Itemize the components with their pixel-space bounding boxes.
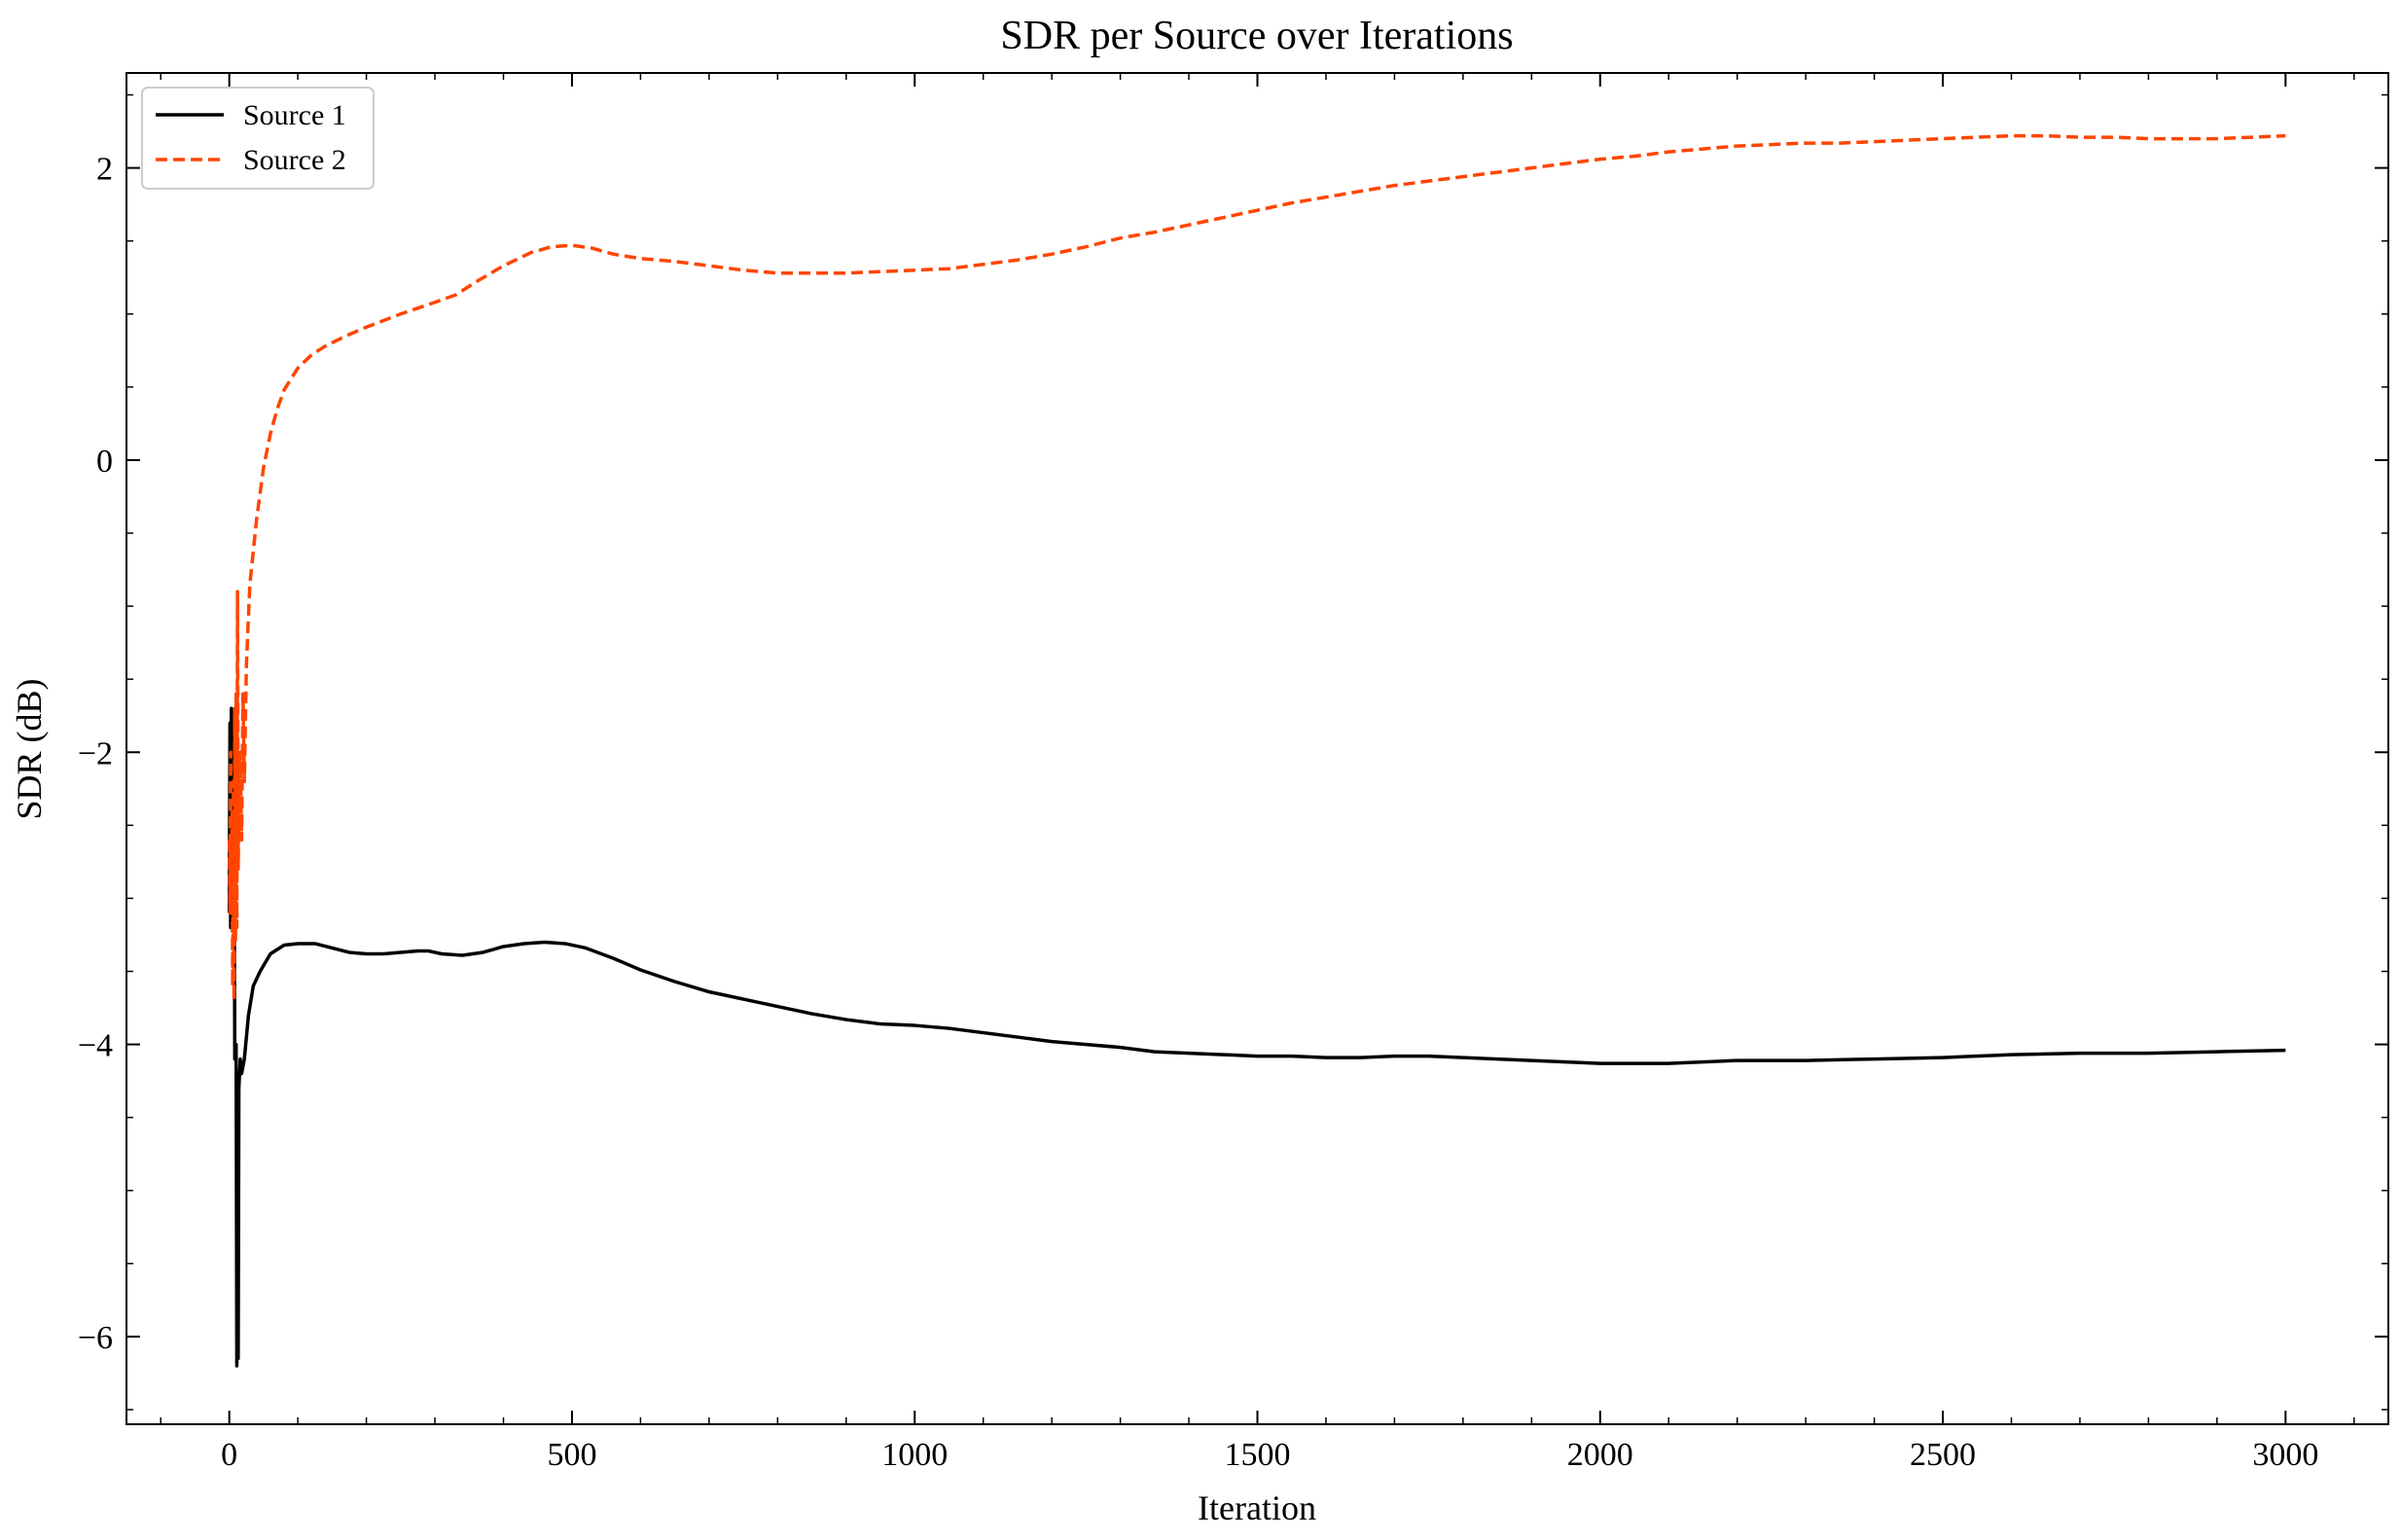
x-tick-label: 1500 — [1225, 1437, 1291, 1473]
chart-title: SDR per Source over Iterations — [1000, 14, 1513, 58]
y-axis-label: SDR (dB) — [10, 678, 49, 819]
legend: Source 1 Source 2 — [141, 87, 375, 190]
y-tick-label: 2 — [96, 152, 113, 188]
x-tick-label: 500 — [547, 1437, 596, 1473]
series-line-source-1 — [227, 706, 2286, 1368]
x-tick-label: 1000 — [881, 1437, 948, 1473]
x-tick-label: 2000 — [1567, 1437, 1633, 1473]
plot-frame — [125, 72, 2389, 1425]
x-tick-label: 0 — [221, 1437, 237, 1473]
legend-label-source-2: Source 2 — [243, 144, 346, 176]
axis-ticks — [126, 73, 2388, 1424]
legend-box — [141, 87, 375, 190]
series-line-source-2 — [227, 133, 2286, 1003]
tick-labels: 0 500 1000 1500 2000 2500 3000 −6 −4 −2 0 2 — [78, 152, 2319, 1473]
x-tick-label: 2500 — [1910, 1437, 1976, 1473]
y-tick-label: −4 — [78, 1028, 113, 1064]
x-tick-label: 3000 — [2252, 1437, 2318, 1473]
legend-label-source-1: Source 1 — [243, 99, 346, 131]
y-tick-label: −2 — [78, 735, 113, 771]
y-tick-label: 0 — [96, 444, 113, 480]
x-axis-label: Iteration — [1198, 1488, 1316, 1527]
series-lines — [227, 133, 2286, 1368]
y-tick-label: −6 — [78, 1320, 113, 1356]
